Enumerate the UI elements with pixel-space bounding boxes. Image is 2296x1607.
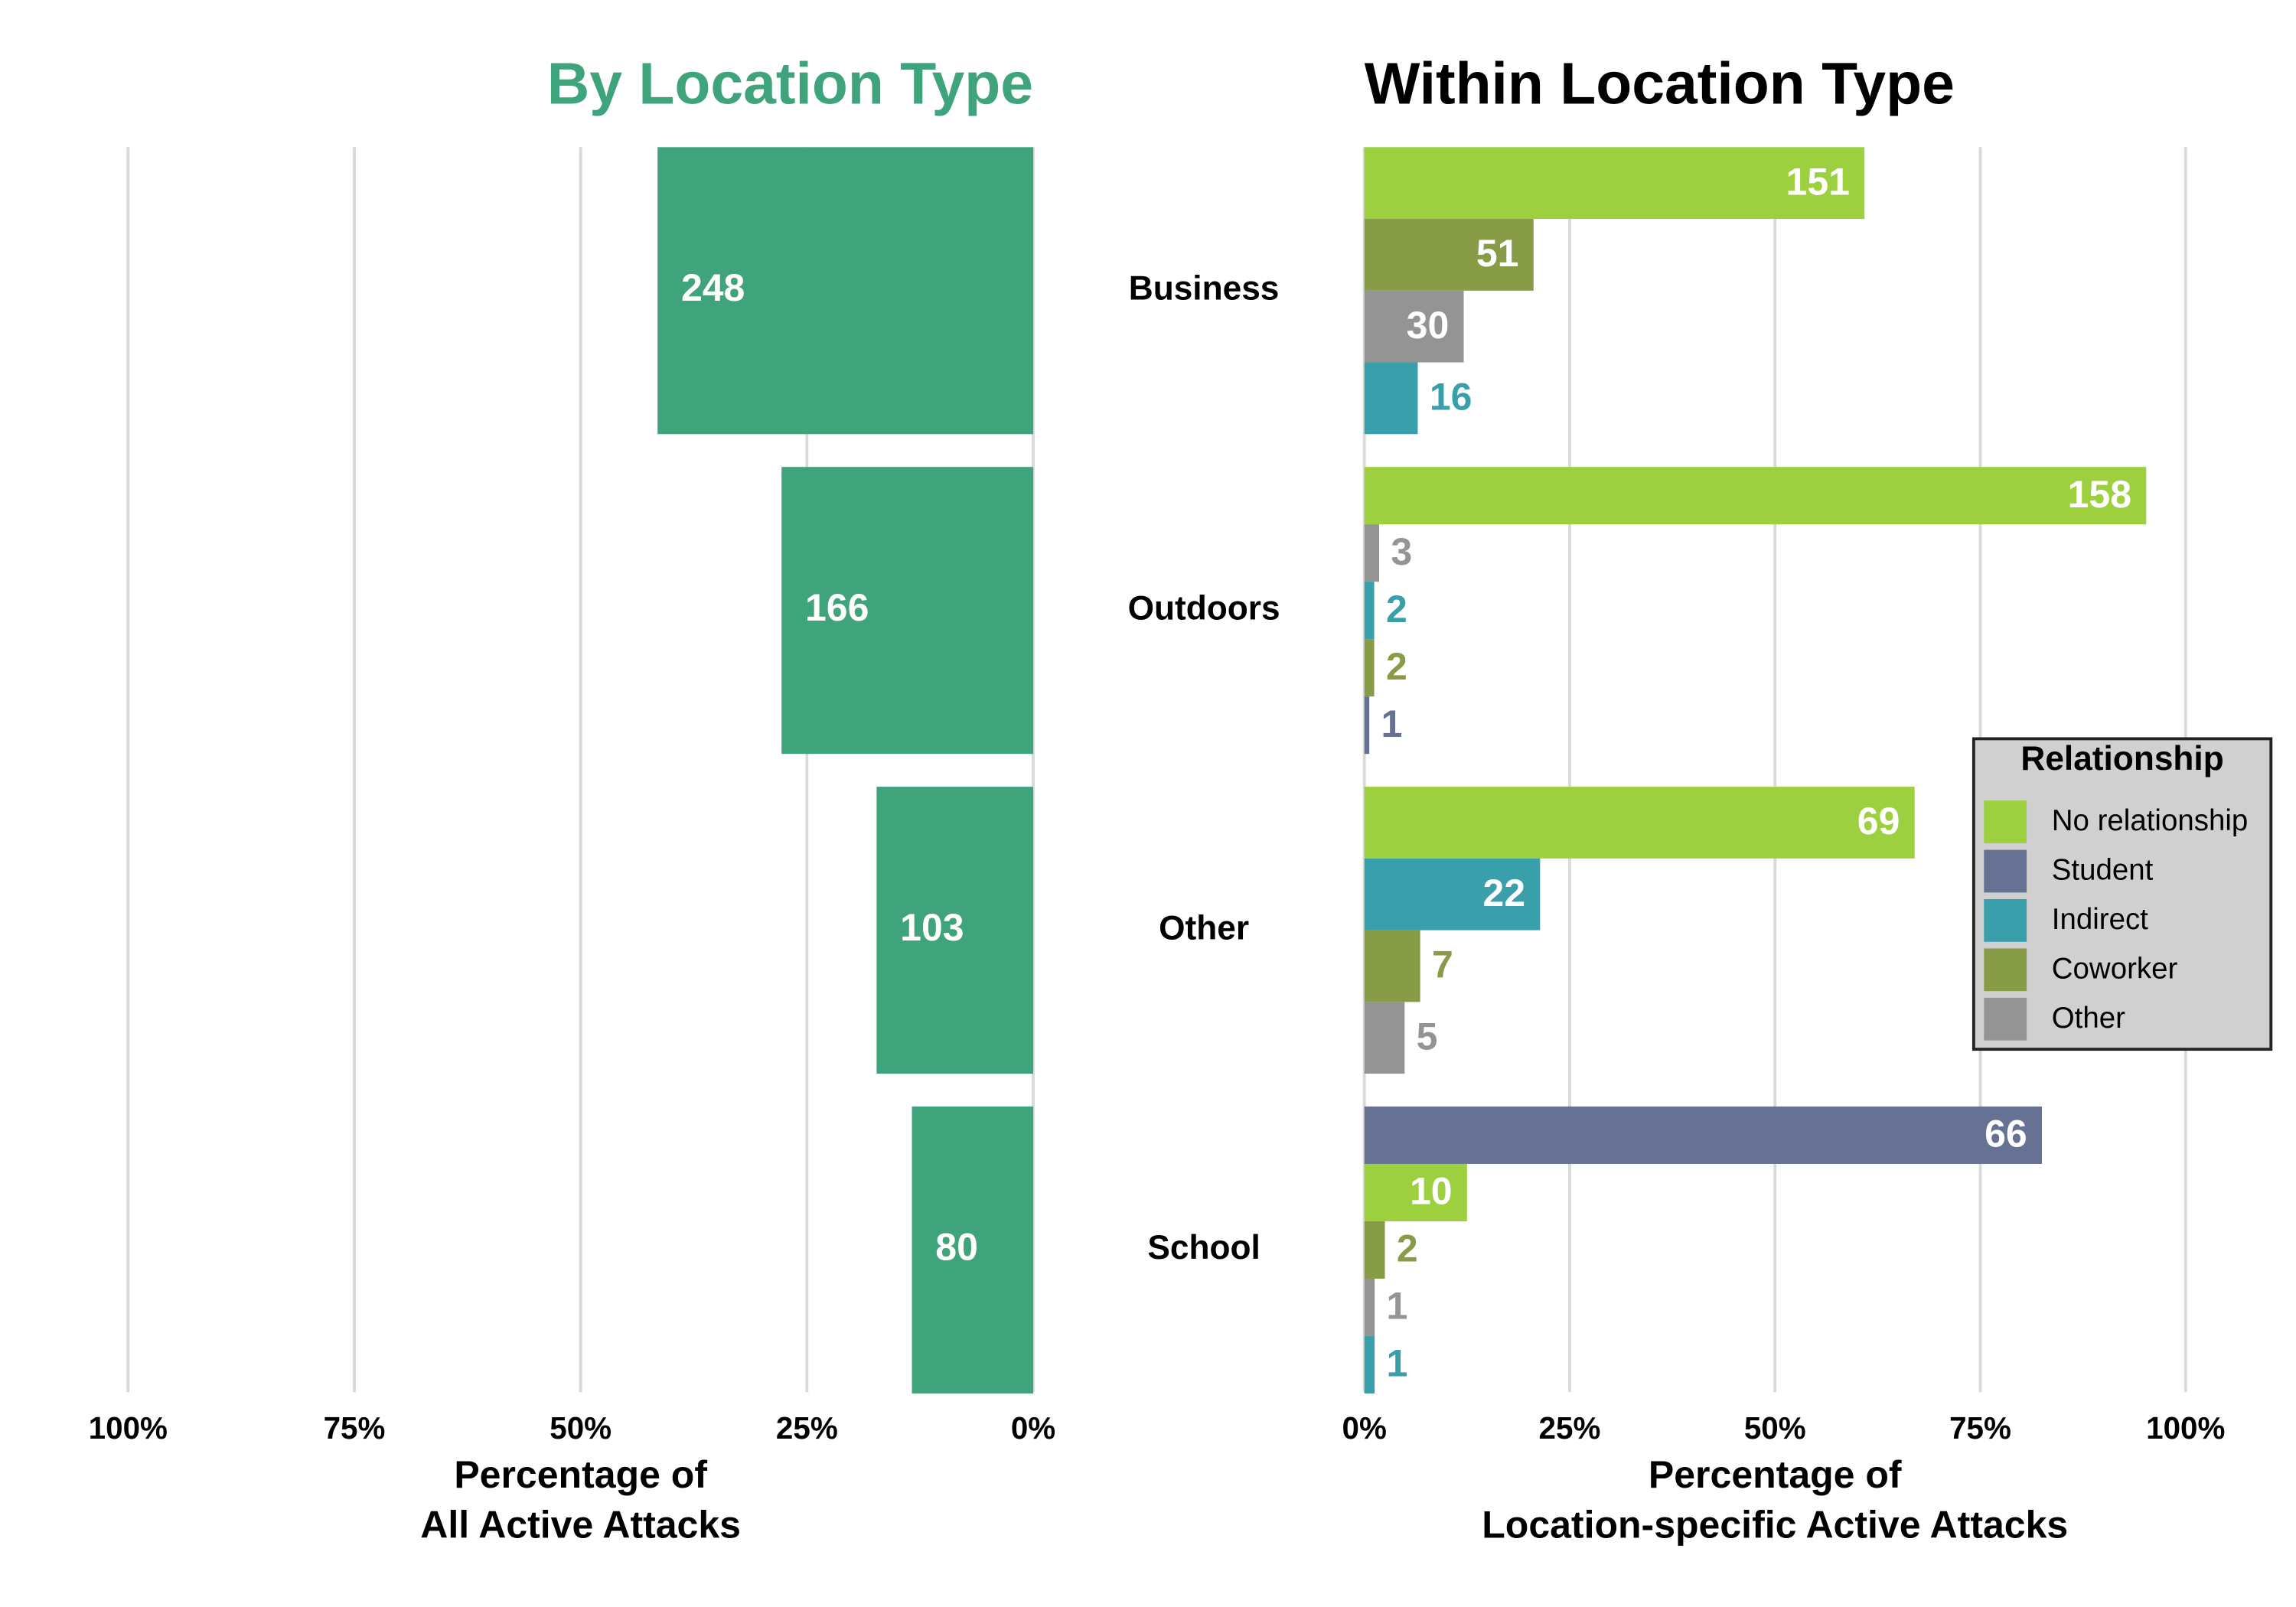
category-label: Business [1129, 269, 1280, 307]
bar-value-label: 248 [681, 266, 745, 309]
legend-swatch [1984, 800, 2027, 843]
category-label: Other [1159, 909, 1249, 947]
x-tick-label: 100% [89, 1410, 168, 1446]
legend-label: Student [2052, 854, 2154, 887]
x-axis-title: All Active Attacks [420, 1503, 741, 1546]
bar [1364, 787, 1915, 859]
bar-value-label: 16 [1430, 376, 1473, 419]
bar-value-label: 2 [1397, 1227, 1418, 1270]
bar [1364, 219, 1534, 291]
bar-value-label: 51 [1476, 232, 1519, 275]
bar-value-label: 10 [1410, 1170, 1453, 1213]
bar-value-label: 22 [1482, 872, 1525, 914]
bar-value-label: 80 [935, 1226, 978, 1269]
bar [876, 787, 1033, 1074]
legend-title: Relationship [2020, 740, 2223, 777]
bar [1364, 1335, 1375, 1393]
legend-box [1971, 737, 2273, 1051]
legend-swatch [1984, 849, 2027, 893]
bar [1364, 1106, 2042, 1164]
x-tick-label: 100% [2146, 1410, 2225, 1446]
bar-value-label: 1 [1386, 1285, 1407, 1328]
bar [912, 1106, 1033, 1393]
bar-value-label: 66 [1985, 1113, 2027, 1156]
x-tick-label: 75% [324, 1410, 386, 1446]
bar [1364, 524, 1380, 582]
bar [1364, 1163, 1467, 1221]
x-tick-label: 25% [776, 1410, 838, 1446]
bar [657, 147, 1033, 435]
category-label: Outdoors [1128, 589, 1280, 627]
bar-value-label: 3 [1391, 530, 1412, 573]
right-title: Within Location Type [1365, 51, 1955, 117]
bar-value-label: 30 [1407, 304, 1450, 347]
left-title: By Location Type [547, 51, 1033, 117]
bar-value-label: 69 [1857, 800, 1900, 843]
bar-value-label: 7 [1432, 944, 1453, 986]
bar [1364, 639, 1375, 697]
category-label: School [1147, 1229, 1260, 1266]
bar [1364, 1002, 1405, 1074]
x-tick-label: 0% [1342, 1410, 1387, 1446]
bar [781, 467, 1033, 755]
bar-value-label: 2 [1386, 645, 1407, 688]
x-tick-label: 0% [1011, 1410, 1055, 1446]
legend-label: Indirect [2052, 903, 2148, 936]
bar-value-label: 1 [1386, 1342, 1407, 1385]
bar [1364, 467, 2147, 525]
bar [1364, 147, 1865, 220]
x-tick-label: 50% [1744, 1410, 1806, 1446]
legend-swatch [1984, 899, 2027, 942]
bar [1364, 1278, 1375, 1336]
bar [1364, 290, 1464, 363]
legend-swatch [1984, 948, 2027, 992]
bar [1364, 858, 1541, 931]
x-tick-label: 50% [550, 1410, 612, 1446]
bar-value-label: 1 [1381, 702, 1403, 745]
x-axis-title: Percentage of [1649, 1453, 1902, 1496]
legend-swatch [1984, 997, 2027, 1041]
legend: Relationship No relationship Student Indire… [1971, 737, 2273, 1051]
bar [1364, 930, 1420, 1002]
bar-value-label: 158 [2068, 473, 2131, 516]
legend-label: Other [2052, 1002, 2125, 1035]
x-axis-title: Location-specific Active Attacks [1482, 1503, 2068, 1546]
bar [1364, 582, 1375, 640]
bar-value-label: 151 [1786, 160, 1850, 203]
legend-label: Coworker [2052, 952, 2178, 985]
x-tick-label: 75% [1949, 1410, 2011, 1446]
bar [1364, 696, 1370, 755]
legend-label: No relationship [2052, 804, 2249, 837]
x-tick-label: 25% [1539, 1410, 1601, 1446]
bar-value-label: 5 [1417, 1015, 1438, 1058]
bar-value-label: 2 [1386, 588, 1407, 631]
bar [1364, 1221, 1385, 1279]
x-axis-title: Percentage of [454, 1453, 707, 1496]
bar-value-label: 166 [805, 586, 869, 629]
bar-value-label: 103 [900, 906, 964, 949]
bar [1364, 362, 1418, 435]
